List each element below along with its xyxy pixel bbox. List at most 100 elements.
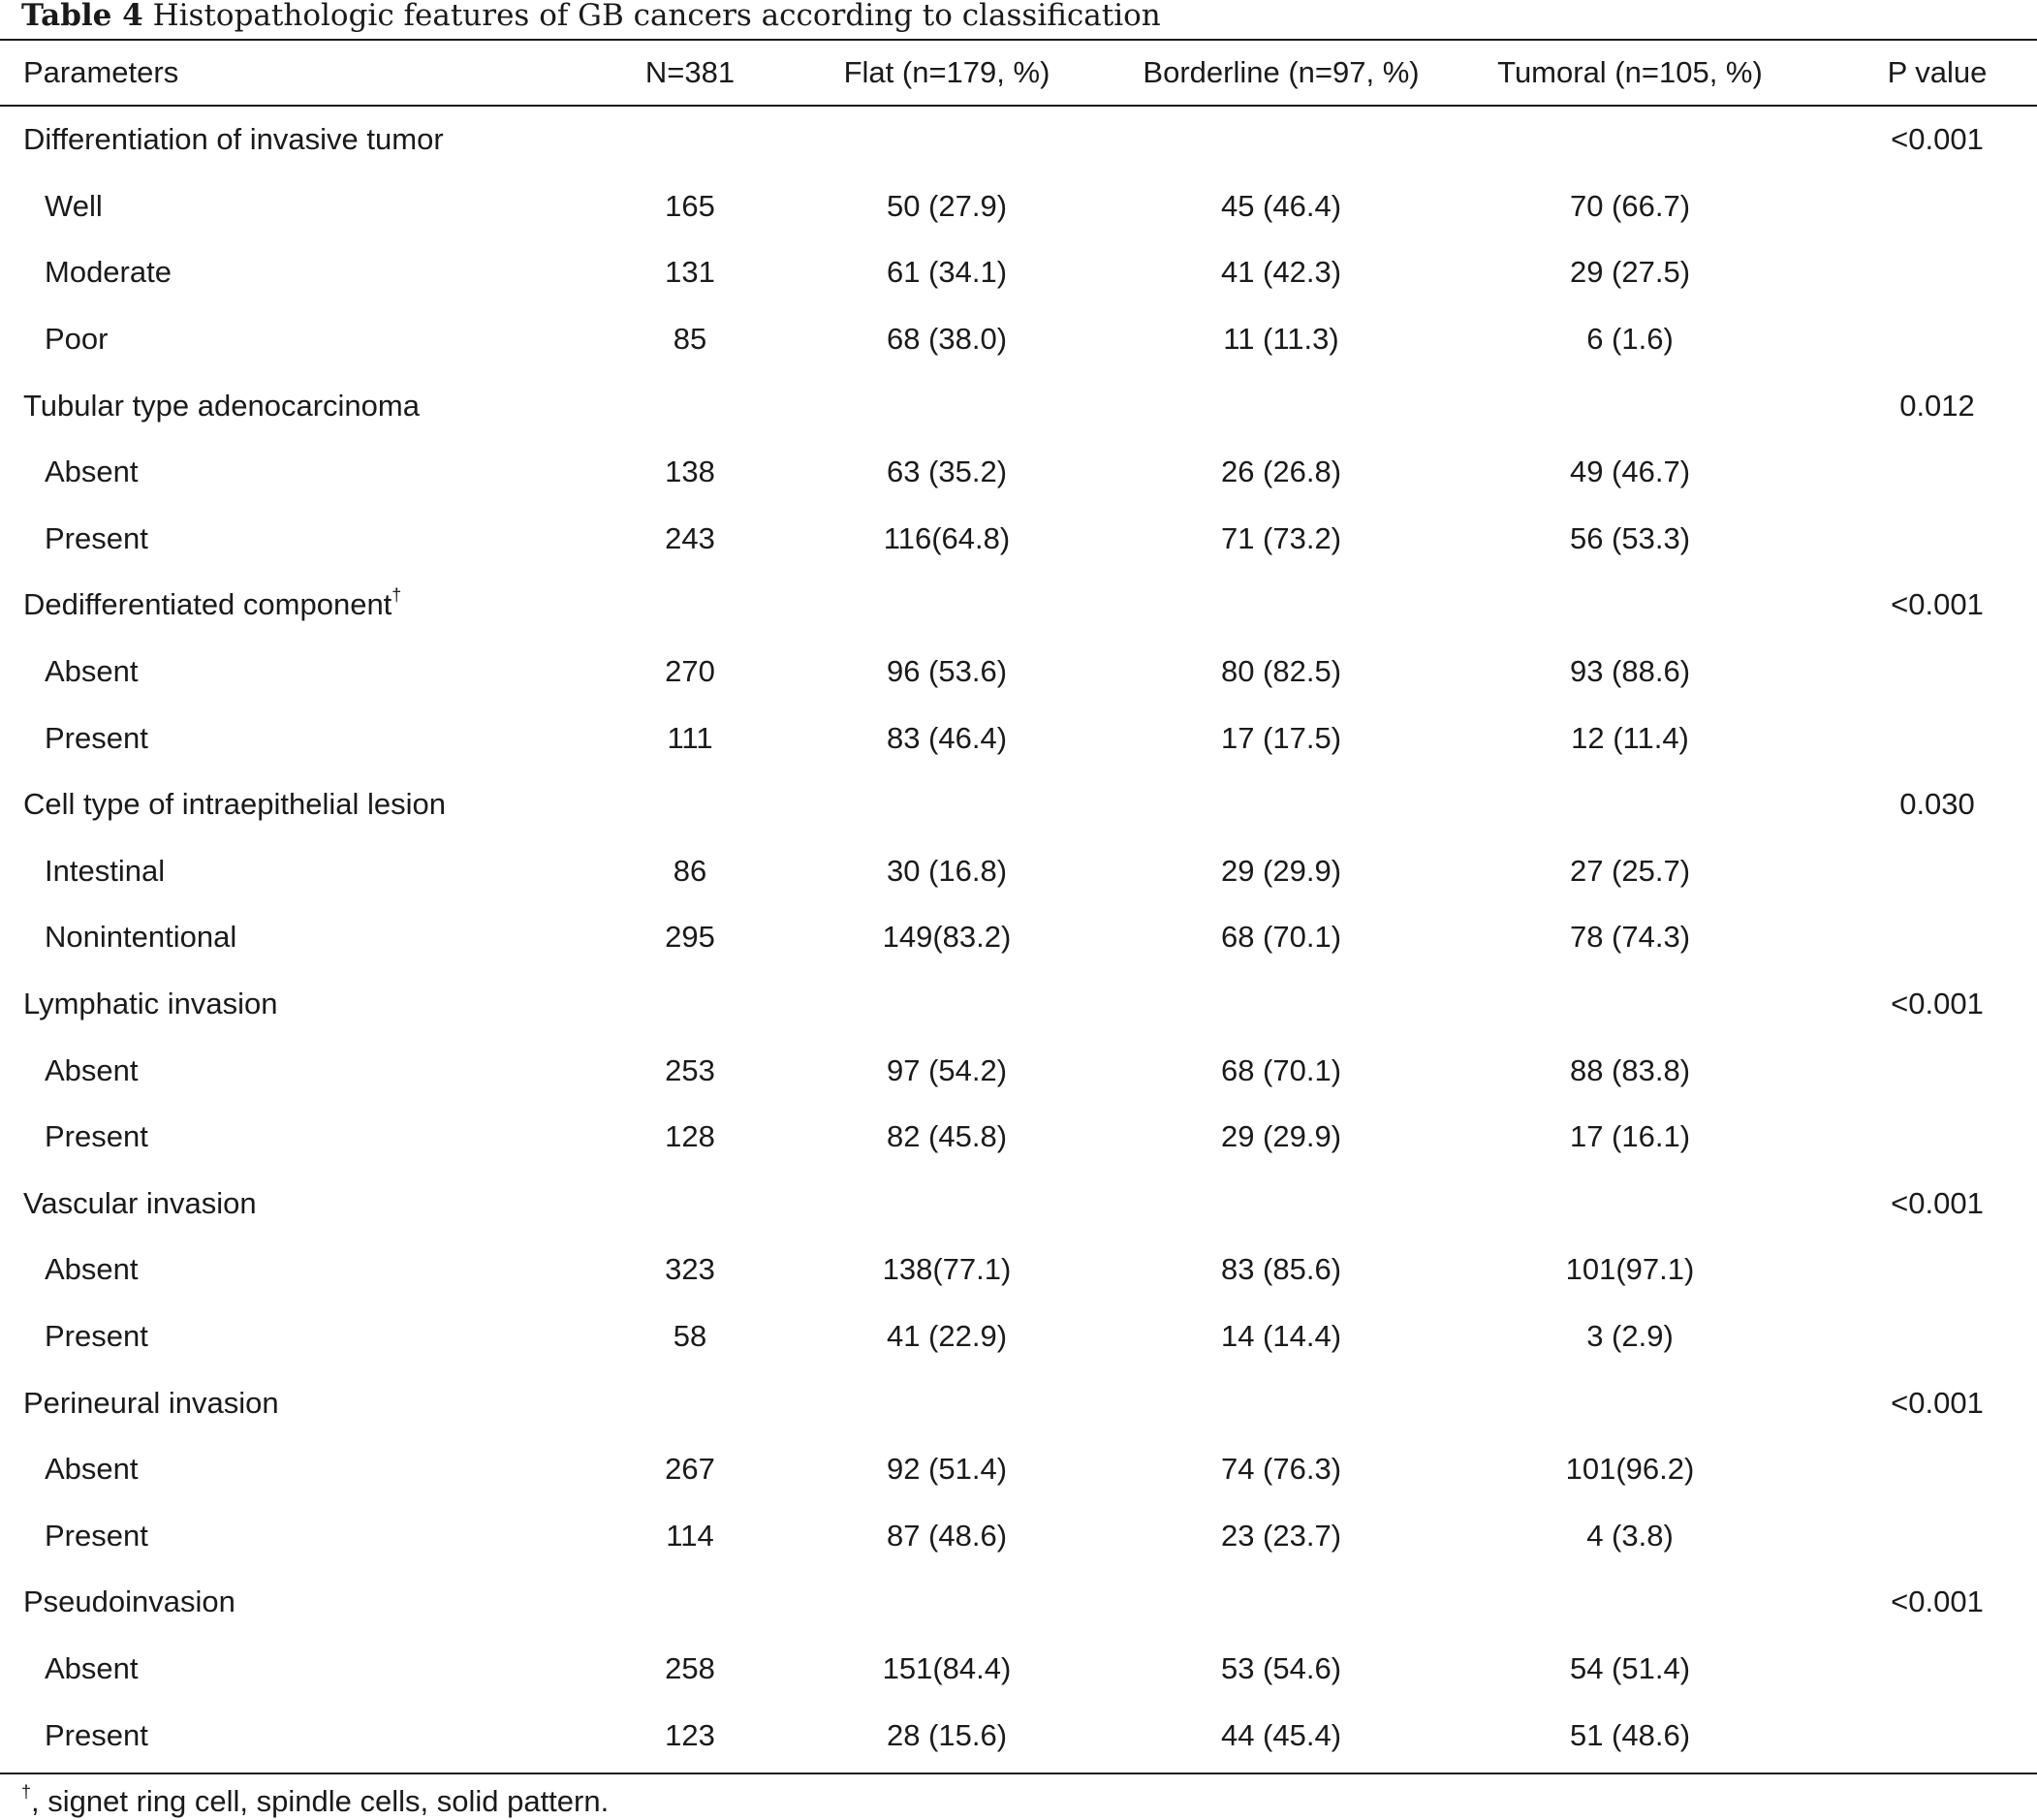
group-row: Perineural invasion <0.001 — [0, 1369, 2037, 1436]
flat-value: 28 (15.6) — [886, 1717, 1008, 1752]
group-row: Dedifferentiated component† <0.001 — [0, 572, 2037, 639]
group-name: Pseudoinvasion — [0, 1569, 603, 1636]
empty-cell — [777, 107, 1116, 173]
empty-cell — [1814, 506, 2037, 573]
group-name: Vascular invasion — [0, 1171, 603, 1238]
empty-cell — [1116, 771, 1446, 838]
flat-value: 83 (46.4) — [886, 720, 1008, 755]
borderline-value: 29 (29.9) — [1220, 1119, 1342, 1154]
empty-cell — [1446, 107, 1814, 173]
total-count: 58 — [673, 1318, 707, 1353]
table-row: Intestinal 86 30 (16.8) 29 (29.9) 27 (25.7) — [0, 838, 2037, 905]
empty-cell — [777, 1569, 1116, 1636]
group-name: Tubular type adenocarcinoma — [0, 372, 603, 439]
total-count: 165 — [665, 188, 715, 223]
tumoral-value: 101(96.2) — [1565, 1452, 1695, 1487]
empty-cell — [1116, 572, 1446, 639]
total-count: 123 — [665, 1717, 715, 1752]
empty-cell — [1814, 1303, 2037, 1370]
table-footnote: †, signet ring cell, spindle cells, soli… — [21, 1783, 609, 1818]
total-count: 258 — [665, 1650, 715, 1685]
table-row: Present 128 82 (45.8) 29 (29.9) 17 (16.1) — [0, 1104, 2037, 1171]
flat-value: 149(83.2) — [882, 920, 1012, 955]
subcategory-label: Present — [45, 1518, 148, 1553]
empty-cell — [1814, 1636, 2037, 1703]
empty-cell — [777, 1171, 1116, 1238]
total-count: 323 — [665, 1252, 715, 1287]
group-name-text: Perineural invasion — [23, 1385, 279, 1420]
table-top-rule — [0, 39, 2037, 41]
empty-cell — [1814, 705, 2037, 771]
empty-cell — [1814, 1502, 2037, 1569]
tumoral-value: 78 (74.3) — [1569, 920, 1691, 955]
group-p-value: <0.001 — [1891, 1585, 1984, 1619]
subcategory-label: Absent — [45, 1650, 139, 1685]
total-count: 253 — [665, 1052, 715, 1087]
flat-value: 50 (27.9) — [886, 188, 1008, 223]
group-name-text: Tubular type adenocarcinoma — [23, 388, 420, 423]
table-row: Nonintentional 295 149(83.2) 68 (70.1) 78 (7… — [0, 904, 2037, 971]
flat-value: 138(77.1) — [882, 1252, 1012, 1287]
empty-cell — [1446, 771, 1814, 838]
empty-cell — [777, 971, 1116, 1038]
borderline-value: 74 (76.3) — [1220, 1452, 1342, 1487]
subcategory-label: Present — [45, 720, 148, 755]
empty-cell — [777, 771, 1116, 838]
group-row: Differentiation of invasive tumor <0.001 — [0, 107, 2037, 173]
total-count: 111 — [667, 720, 713, 755]
empty-cell — [1814, 1436, 2037, 1503]
empty-cell — [603, 107, 777, 173]
empty-cell — [1814, 1237, 2037, 1303]
empty-cell — [603, 572, 777, 639]
flat-value: 116(64.8) — [883, 520, 1011, 555]
empty-cell — [1116, 1569, 1446, 1636]
group-name-text: Dedifferentiated component — [23, 587, 392, 622]
subcategory-label: Nonintentional — [45, 920, 237, 955]
empty-cell — [1116, 1171, 1446, 1238]
table-header-rule — [0, 105, 2037, 107]
empty-cell — [1446, 1569, 1814, 1636]
table-caption: Table 4 Histopathologic features of GB c… — [21, 0, 1161, 31]
borderline-value: 45 (46.4) — [1220, 188, 1342, 223]
empty-cell — [1446, 372, 1814, 439]
borderline-value: 53 (54.6) — [1220, 1650, 1342, 1685]
borderline-value: 17 (17.5) — [1220, 720, 1342, 755]
empty-cell — [1116, 971, 1446, 1038]
flat-value: 61 (34.1) — [886, 255, 1008, 290]
group-name-text: Vascular invasion — [23, 1185, 257, 1220]
tumoral-value: 51 (48.6) — [1569, 1717, 1691, 1752]
group-name-text: Differentiation of invasive tumor — [23, 122, 444, 157]
subcategory-label: Well — [45, 188, 103, 223]
group-p-value: <0.001 — [1891, 122, 1984, 157]
tumoral-value: 70 (66.7) — [1569, 188, 1691, 223]
subcategory-label: Present — [45, 1119, 148, 1154]
empty-cell — [1814, 838, 2037, 905]
flat-value: 92 (51.4) — [886, 1452, 1008, 1487]
table-row: Present 123 28 (15.6) 44 (45.4) 51 (48.6) — [0, 1702, 2037, 1769]
flat-value: 41 (22.9) — [886, 1318, 1008, 1353]
flat-value: 63 (35.2) — [886, 455, 1008, 489]
flat-value: 82 (45.8) — [886, 1119, 1008, 1154]
table-row: Well 165 50 (27.9) 45 (46.4) 70 (66.7) — [0, 173, 2037, 240]
empty-cell — [1814, 439, 2037, 506]
borderline-value: 68 (70.1) — [1220, 920, 1342, 955]
table-row: Absent 138 63 (35.2) 26 (26.8) 49 (46.7) — [0, 439, 2037, 506]
subcategory-label: Intestinal — [45, 853, 166, 888]
empty-cell — [1814, 1702, 2037, 1769]
group-row: Lymphatic invasion <0.001 — [0, 971, 2037, 1038]
borderline-value: 11 (11.3) — [1223, 322, 1339, 357]
table-row: Absent 270 96 (53.6) 80 (82.5) 93 (88.6) — [0, 639, 2037, 706]
total-count: 114 — [666, 1518, 714, 1553]
empty-cell — [1116, 372, 1446, 439]
histopathology-table: Parameters N=381 Flat (n=179, %) Borderl… — [0, 39, 2037, 1769]
flat-value: 30 (16.8) — [886, 853, 1008, 888]
total-count: 131 — [665, 255, 715, 290]
table-row: Absent 253 97 (54.2) 68 (70.1) 88 (83.8) — [0, 1037, 2037, 1104]
total-count: 138 — [665, 455, 715, 489]
subcategory-label: Present — [45, 1318, 148, 1353]
table-caption-text: Histopathologic features of GB cancers a… — [152, 0, 1161, 33]
total-count: 270 — [665, 654, 715, 689]
group-row: Pseudoinvasion <0.001 — [0, 1569, 2037, 1636]
total-count: 86 — [673, 853, 707, 888]
tumoral-value: 12 (11.4) — [1571, 720, 1689, 755]
